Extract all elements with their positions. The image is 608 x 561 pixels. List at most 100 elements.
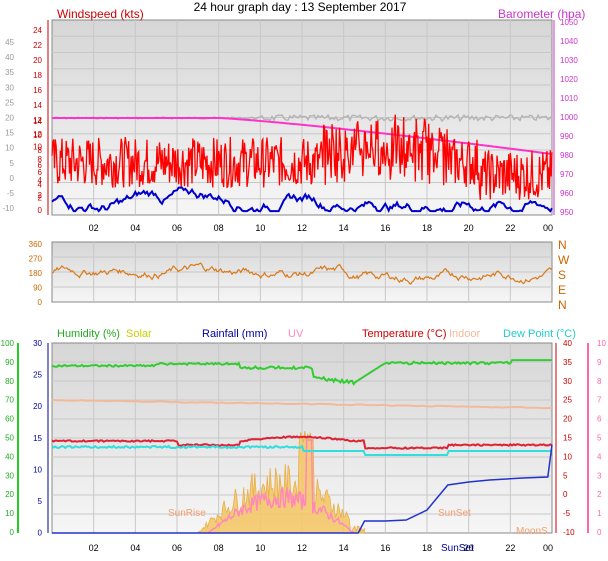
windspeed-label: Windspeed (kts): [57, 7, 144, 21]
humidity-tick: 100: [1, 339, 15, 348]
multi-series: [51, 359, 553, 534]
wind-xtick-14: 14: [339, 223, 349, 233]
multi-panel: Humidity (%) Solar Rainfall (mm) UV Temperat…: [1, 328, 607, 538]
direction-grid: [52, 242, 552, 302]
wind-panel: Windspeed (kts) Barometer (hpa) 45403530…: [2, 7, 585, 217]
direction-degree-tick: 90: [33, 284, 42, 293]
wind-inner-tick: 12: [33, 116, 42, 125]
legend-indoor: Indoor: [449, 328, 481, 340]
legend-rainfall: Rainfall (mm): [202, 328, 267, 340]
baro-tick: 1030: [560, 56, 578, 65]
wind-outer-tick: 35: [5, 68, 14, 77]
uv-tick: 1: [597, 509, 602, 518]
humidity-line: [51, 359, 552, 386]
temperature-line: [51, 435, 553, 450]
direction-degree-tick: 360: [29, 240, 43, 249]
wind-inner-tick: 10: [33, 131, 42, 140]
baro-tick: 980: [560, 151, 574, 160]
wind-outer-tick: 15: [5, 129, 14, 138]
wind-inner-tick: 14: [33, 101, 42, 110]
multi-xtick-20: 20: [464, 543, 474, 553]
humidity-tick: 10: [5, 509, 14, 518]
wind-outer-tick: 45: [5, 38, 14, 47]
wind-xtick-02: 02: [89, 223, 99, 233]
direction-compass-tick: W: [558, 253, 570, 267]
wind-outer-tick: 30: [5, 83, 14, 92]
multi-xtick-14: 14: [339, 543, 349, 553]
wind-xtick-08: 08: [214, 223, 224, 233]
wind-inner-tick-low: 4: [38, 181, 43, 190]
temperature-tick: 15: [563, 434, 572, 443]
baro-tick: 950: [560, 208, 574, 217]
baro-tick: 1010: [560, 94, 578, 103]
sunset-label: SunSet: [438, 508, 471, 519]
legend-uv: UV: [288, 328, 304, 340]
wind-inner-tick: 24: [33, 26, 42, 35]
multi-xtick-18: 18: [422, 543, 432, 553]
wind-xtick-10: 10: [255, 223, 265, 233]
legend-humidity: Humidity (%): [57, 328, 120, 340]
multi-xtick-06: 06: [172, 543, 182, 553]
wind-inner-tick: 16: [33, 86, 42, 95]
wind-xtick-16: 16: [380, 223, 390, 233]
wind-inner-tick: 2: [38, 191, 43, 200]
direction-compass-tick: N: [558, 238, 567, 252]
sunrise-label: SunRise: [168, 508, 206, 519]
barometer-label: Barometer (hpa): [498, 7, 585, 21]
wind-inner-tick: 8: [38, 146, 43, 155]
uv-tick: 9: [597, 358, 602, 367]
wind-series: [51, 113, 553, 214]
wind-xtick-22: 22: [505, 223, 515, 233]
humidity-tick: 60: [5, 415, 14, 424]
wind-inner-tick: 20: [33, 56, 42, 65]
uv-tick: 2: [597, 490, 602, 499]
baro-tick: 1020: [560, 75, 578, 84]
moonset-label: MoonS: [516, 526, 548, 537]
multi-xtick-02: 02: [89, 543, 99, 553]
wind-inner-tick-low: 2: [38, 193, 43, 202]
humidity-tick: 20: [5, 490, 14, 499]
uv-tick: 3: [597, 471, 602, 480]
baro-tick: 970: [560, 170, 574, 179]
temperature-tick: 30: [563, 377, 572, 386]
uv-tick: 10: [597, 339, 606, 348]
legend-temperature: Temperature (°C): [362, 328, 446, 340]
chart-title: 24 hour graph day : 13 September 2017: [194, 0, 407, 14]
uv-tick: 5: [597, 434, 602, 443]
humidity-tick: 90: [5, 358, 14, 367]
uv-tick: 7: [597, 396, 602, 405]
dewpoint-line: [51, 444, 552, 456]
wind-inner-tick: 22: [33, 41, 42, 50]
temperature-tick: 5: [563, 471, 568, 480]
multi-xtick-04: 04: [130, 543, 140, 553]
wind-xtick-06: 06: [172, 223, 182, 233]
wind-outer-tick: 20: [5, 114, 14, 123]
baro-tick: 1040: [560, 37, 578, 46]
direction-degree-axis: 360 270 180 90 0: [29, 240, 43, 307]
multi-x-ticks: 02 04 06 08 10 12 14 16 18 20 22 00: [89, 543, 553, 553]
direction-degree-tick: 180: [29, 269, 43, 278]
wind-inner-tick-low: 8: [38, 155, 43, 164]
wind-inner-tick-low: 12: [33, 130, 42, 139]
multi-xtick-12: 12: [297, 543, 307, 553]
sunset-axis-label: SunSet: [441, 543, 474, 554]
temperature-tick: 0: [563, 490, 568, 499]
rainfall-axis: 30 25 20 15 10 5 0: [33, 339, 49, 538]
direction-series: [51, 262, 553, 285]
direction-degree-tick: 0: [38, 298, 43, 307]
temperature-tick: -5: [563, 509, 571, 518]
wind-xtick-20: 20: [464, 223, 474, 233]
multi-xtick-10: 10: [255, 543, 265, 553]
uv-tick: 6: [597, 415, 602, 424]
humidity-tick: 40: [5, 452, 14, 461]
wind-inner-tick: 18: [33, 71, 42, 80]
humidity-tick: 30: [5, 471, 14, 480]
legend-dew: Dew Point (°C): [503, 328, 576, 340]
direction-compass-tick: S: [558, 268, 566, 282]
wind-direction-line: [51, 262, 553, 285]
